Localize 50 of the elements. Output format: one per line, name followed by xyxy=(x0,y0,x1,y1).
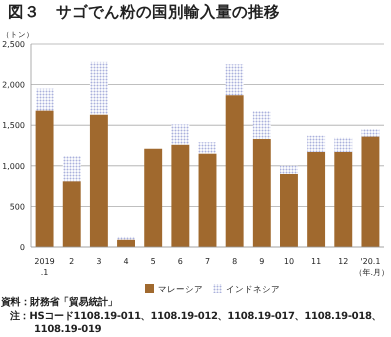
y-tick-label: 500 xyxy=(10,202,25,212)
x-tick-label: 5 xyxy=(150,257,156,266)
bar xyxy=(90,114,108,247)
bar xyxy=(252,139,271,247)
bar xyxy=(361,129,380,137)
x-tick-label: '20.1 xyxy=(360,257,380,266)
y-tick-label: 1,000 xyxy=(2,162,25,171)
x-tick-label: 6 xyxy=(178,257,183,266)
y-tick-label: 2,500 xyxy=(2,40,25,49)
bar xyxy=(361,136,380,247)
legend-label: インドネシア xyxy=(226,285,280,295)
chart-title: 図３ サゴでん粉の国別輸入量の推移 xyxy=(8,3,280,21)
bar xyxy=(117,236,135,240)
bar xyxy=(334,137,352,152)
bar xyxy=(307,136,326,152)
bar xyxy=(198,142,216,154)
bar xyxy=(171,144,190,247)
x-tick-label: 9 xyxy=(259,257,264,266)
bar xyxy=(36,110,54,247)
bar xyxy=(198,154,216,247)
bar xyxy=(36,88,54,111)
bar xyxy=(226,95,244,247)
x-tick-label: 4 xyxy=(123,257,129,266)
bar xyxy=(226,64,244,96)
bar xyxy=(117,240,135,247)
bar xyxy=(144,148,162,247)
x-axis-title: （年.月） xyxy=(354,268,389,277)
text: 注：HSコード1108.19-011、1108.19-012、1108.19-017、1108.19-018、1108.19-019 xyxy=(10,310,382,336)
x-tick-label: 3 xyxy=(96,257,102,266)
x-tick-label: 2 xyxy=(69,257,74,266)
x-tick-label: 8 xyxy=(232,257,238,266)
bar xyxy=(252,110,271,140)
x-tick-label: 10 xyxy=(284,257,294,266)
y-tick-label: 1,500 xyxy=(2,121,25,130)
bar xyxy=(307,152,326,247)
y-tick-label: 2,000 xyxy=(2,80,25,90)
x-tick-label: 12 xyxy=(338,257,348,266)
x-tick-label: 11 xyxy=(311,257,322,266)
text: 資料：財務省「貿易統計」 xyxy=(1,296,118,309)
bar xyxy=(62,181,81,247)
y-tick-label: 0 xyxy=(20,243,25,252)
x-tick-label: 2019 .1 xyxy=(34,257,55,277)
bar xyxy=(90,62,108,115)
bar xyxy=(171,124,190,145)
bar xyxy=(334,152,352,247)
legend-label: マレーシア xyxy=(158,285,203,295)
bar xyxy=(280,174,298,247)
x-tick-label: 7 xyxy=(204,257,210,266)
bar xyxy=(280,166,298,174)
bar xyxy=(62,156,81,182)
